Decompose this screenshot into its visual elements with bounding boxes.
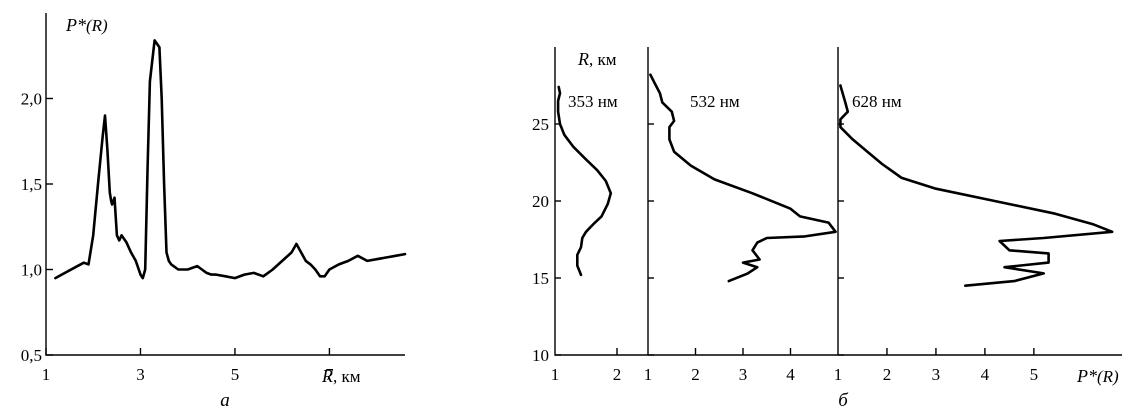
panel-b-xlabel-symbol: P* <box>1076 366 1097 386</box>
subpanel-xtick-label: 3 <box>932 365 941 384</box>
subpanel-532: 1 2 3 4 532 нм <box>644 47 837 384</box>
subpanel-xtick-label: 1 <box>551 365 560 384</box>
subpanel-xtick-label: 2 <box>691 365 700 384</box>
subpanel-628: 1 2 3 4 5 628 нм <box>834 47 1114 384</box>
panel-b-ytick-label: 10 <box>532 346 549 365</box>
panel-a-xlabel-unit: , км <box>333 367 361 386</box>
panel-a: P*(R) R, км а 0,5 1,0 1,5 2,0 1 3 5 7 <box>21 13 407 411</box>
subpanel-xtick-label: 4 <box>981 365 990 384</box>
panel-a-plot <box>54 39 407 280</box>
panel-a-ylabel-arg: (R) <box>86 16 108 35</box>
subpanel-series-line <box>649 73 837 283</box>
subpanel-xtick-label: 3 <box>739 365 748 384</box>
panel-b-xlabel-arg: (R) <box>1097 367 1119 386</box>
panel-a-xlabel: R, км <box>321 366 361 386</box>
panel-b-yticks: 10 15 20 25 <box>532 115 549 365</box>
panel-b-ytick-label: 25 <box>532 115 549 134</box>
panel-a-series-line <box>54 39 407 280</box>
subpanel-wavelength-label: 628 нм <box>852 92 902 111</box>
panel-a-xtick-label: 7 <box>325 365 334 384</box>
subpanel-xtick-label: 4 <box>786 365 795 384</box>
subpanel-353: 1 2 353 нм <box>551 85 622 384</box>
panel-b-ytick-label: 15 <box>532 269 549 288</box>
subpanel-wavelength-label: 532 нм <box>690 92 740 111</box>
panel-b-ylabel: R, км <box>577 49 617 69</box>
panel-b-xlabel: P*(R) <box>1076 366 1119 386</box>
panel-a-ticks: 0,5 1,0 1,5 2,0 1 3 5 7 <box>21 90 334 385</box>
subpanel-series-line <box>556 85 613 277</box>
panel-a-label: а <box>220 390 230 411</box>
panel-a-ytick-label: 0,5 <box>21 346 42 365</box>
subpanel-xtick-label: 5 <box>1030 365 1039 384</box>
subpanel-wavelength-label: 353 нм <box>568 92 618 111</box>
panel-a-xtick-label: 1 <box>42 365 51 384</box>
panel-b: R, км б 10 15 20 25 1 2 353 нм 1 2 3 4 532 нм 1 2 3… <box>532 47 1122 411</box>
panel-a-ylabel: P*(R) <box>65 15 108 35</box>
panel-a-xtick-label: 3 <box>136 365 145 384</box>
panel-a-frame <box>45 13 405 356</box>
panel-b-ylabel-symbol: R <box>577 49 589 69</box>
subpanel-xtick-label: 1 <box>834 365 843 384</box>
panel-b-ytick-label: 20 <box>532 192 549 211</box>
panel-b-label: б <box>838 390 849 411</box>
panel-a-ytick-label: 1,5 <box>21 175 42 194</box>
panel-a-xlabel-symbol: R <box>321 366 333 386</box>
panel-a-xtick-label: 5 <box>231 365 240 384</box>
panel-b-ylabel-unit: , км <box>589 50 617 69</box>
subpanel-xtick-label: 2 <box>883 365 892 384</box>
panel-a-ylabel-symbol: P* <box>65 15 86 35</box>
panel-a-ytick-label: 1,0 <box>21 261 42 280</box>
panel-a-ytick-label: 2,0 <box>21 90 42 109</box>
subpanel-xtick-label: 1 <box>644 365 653 384</box>
subpanel-xtick-label: 2 <box>613 365 622 384</box>
subpanel-series-line <box>839 84 1114 287</box>
